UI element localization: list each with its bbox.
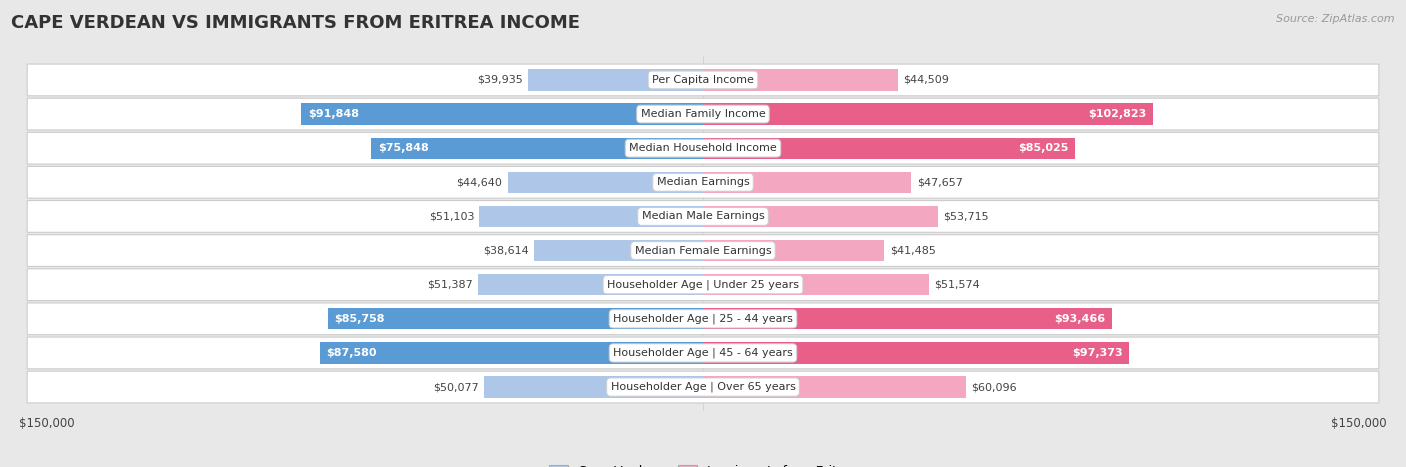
Bar	[321, 342, 703, 363]
Text: $47,657: $47,657	[917, 177, 963, 187]
Text: $85,758: $85,758	[335, 314, 385, 324]
Text: $39,935: $39,935	[477, 75, 523, 85]
Bar	[703, 308, 1112, 329]
Text: Householder Age | 25 - 44 years: Householder Age | 25 - 44 years	[613, 313, 793, 324]
Text: Source: ZipAtlas.com: Source: ZipAtlas.com	[1277, 14, 1395, 24]
FancyBboxPatch shape	[27, 371, 1379, 403]
Bar	[301, 104, 703, 125]
Text: Householder Age | 45 - 64 years: Householder Age | 45 - 64 years	[613, 348, 793, 358]
Bar	[508, 172, 703, 193]
Text: $51,574: $51,574	[934, 280, 980, 290]
Text: $44,509: $44,509	[903, 75, 949, 85]
Bar	[478, 274, 703, 295]
Text: Median Family Income: Median Family Income	[641, 109, 765, 119]
Bar	[479, 206, 703, 227]
FancyBboxPatch shape	[27, 303, 1379, 335]
Text: Per Capita Income: Per Capita Income	[652, 75, 754, 85]
Bar	[703, 69, 897, 91]
FancyBboxPatch shape	[27, 235, 1379, 267]
Text: $44,640: $44,640	[457, 177, 502, 187]
Text: $60,096: $60,096	[972, 382, 1017, 392]
Bar	[484, 376, 703, 398]
Bar	[703, 172, 911, 193]
Text: $53,715: $53,715	[943, 212, 988, 221]
FancyBboxPatch shape	[27, 64, 1379, 96]
Text: $87,580: $87,580	[326, 348, 377, 358]
FancyBboxPatch shape	[27, 337, 1379, 369]
Text: $51,103: $51,103	[429, 212, 474, 221]
Text: $93,466: $93,466	[1054, 314, 1105, 324]
Bar	[703, 104, 1153, 125]
Bar	[703, 206, 938, 227]
Text: $85,025: $85,025	[1018, 143, 1069, 153]
Bar	[534, 240, 703, 261]
Text: CAPE VERDEAN VS IMMIGRANTS FROM ERITREA INCOME: CAPE VERDEAN VS IMMIGRANTS FROM ERITREA …	[11, 14, 581, 32]
Text: Median Earnings: Median Earnings	[657, 177, 749, 187]
FancyBboxPatch shape	[27, 98, 1379, 130]
FancyBboxPatch shape	[27, 166, 1379, 198]
Bar	[703, 376, 966, 398]
Text: Householder Age | Over 65 years: Householder Age | Over 65 years	[610, 382, 796, 392]
Text: $102,823: $102,823	[1088, 109, 1146, 119]
Text: $51,387: $51,387	[427, 280, 472, 290]
Text: $50,077: $50,077	[433, 382, 478, 392]
Bar	[703, 342, 1129, 363]
FancyBboxPatch shape	[27, 200, 1379, 232]
Bar	[371, 138, 703, 159]
Text: Median Female Earnings: Median Female Earnings	[634, 246, 772, 255]
Text: $91,848: $91,848	[308, 109, 359, 119]
FancyBboxPatch shape	[27, 269, 1379, 301]
Text: $41,485: $41,485	[890, 246, 935, 255]
Text: $75,848: $75,848	[378, 143, 429, 153]
Text: $97,373: $97,373	[1071, 348, 1122, 358]
Text: $38,614: $38,614	[484, 246, 529, 255]
Bar	[529, 69, 703, 91]
Bar	[328, 308, 703, 329]
Text: Median Male Earnings: Median Male Earnings	[641, 212, 765, 221]
Bar	[703, 240, 884, 261]
Text: Median Household Income: Median Household Income	[628, 143, 778, 153]
Bar	[703, 138, 1076, 159]
FancyBboxPatch shape	[27, 132, 1379, 164]
Legend: Cape Verdean, Immigrants from Eritrea: Cape Verdean, Immigrants from Eritrea	[544, 460, 862, 467]
Bar	[703, 274, 928, 295]
Text: Householder Age | Under 25 years: Householder Age | Under 25 years	[607, 279, 799, 290]
